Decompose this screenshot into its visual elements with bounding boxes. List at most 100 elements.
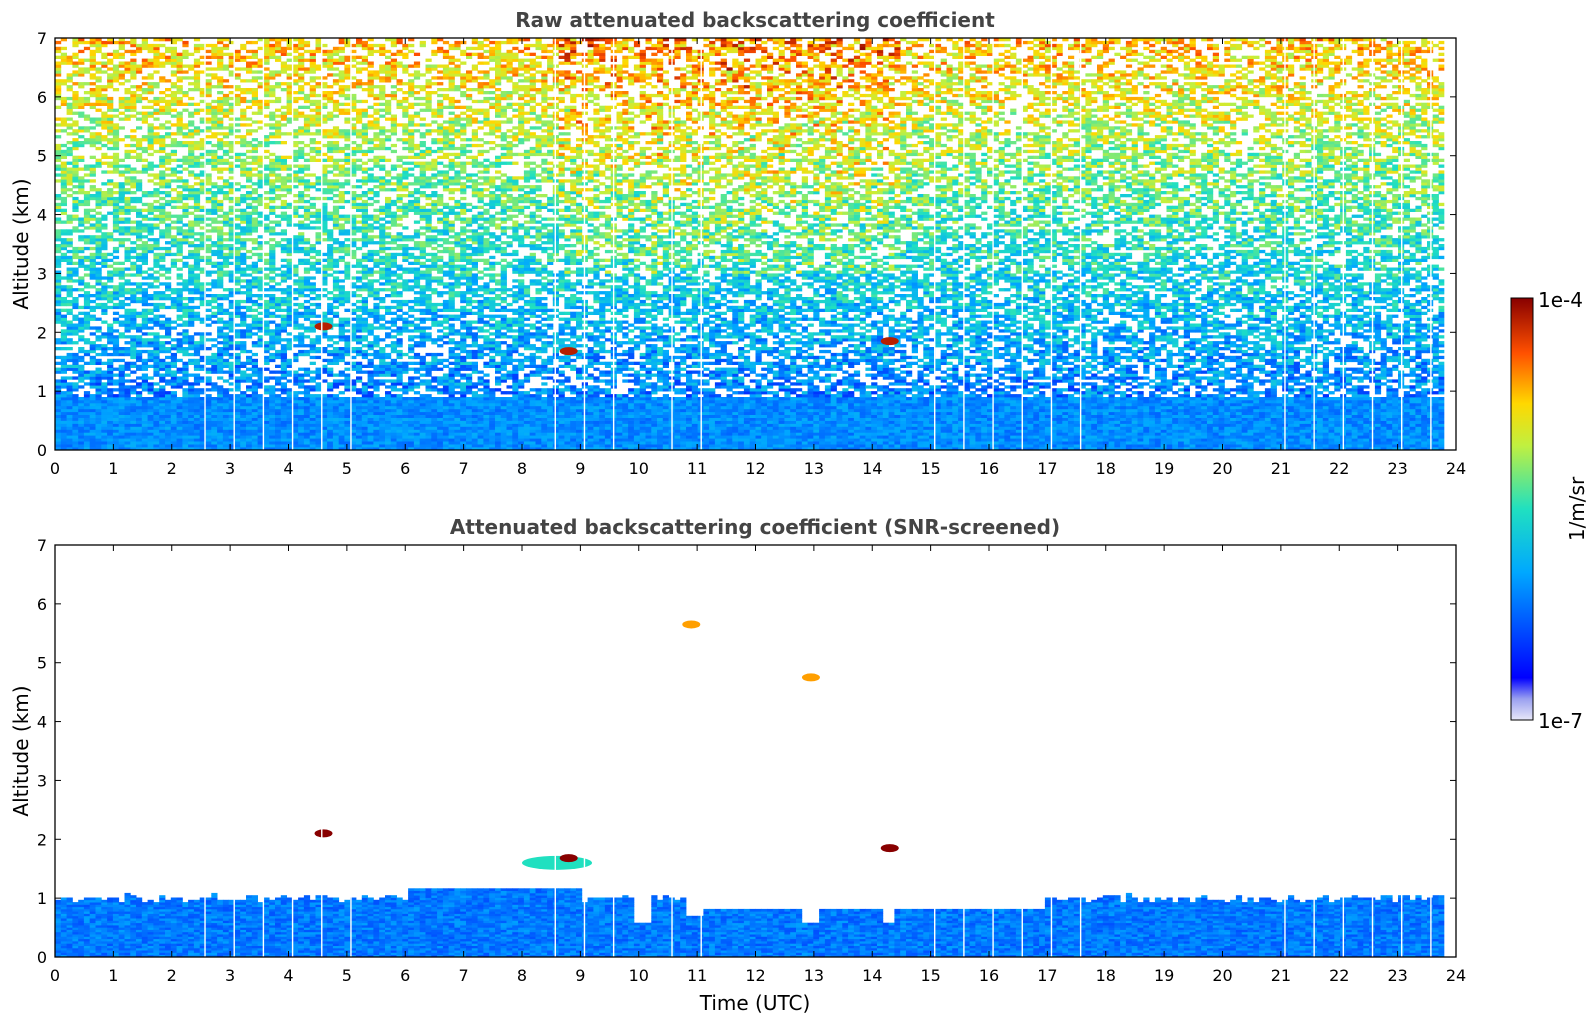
heat-cell — [339, 150, 345, 153]
heat-cell — [211, 321, 217, 324]
heat-cell — [235, 291, 241, 294]
heat-cell — [333, 147, 339, 150]
heat-cell — [130, 226, 136, 229]
heat-cell — [263, 44, 269, 47]
heat-cell — [194, 126, 200, 129]
heat-cell — [125, 182, 131, 185]
heat-cell — [67, 76, 73, 79]
heat-cell — [153, 441, 159, 444]
heat-cell — [125, 226, 131, 229]
heat-cell — [217, 273, 223, 276]
heat-cell — [206, 79, 212, 82]
heat-cell — [304, 179, 310, 182]
heat-cell — [223, 362, 229, 365]
heat-cell — [182, 162, 188, 165]
heat-cell — [84, 268, 90, 271]
heat-cell — [235, 306, 241, 309]
heat-cell — [188, 235, 194, 238]
heat-cell — [96, 276, 102, 279]
heat-cell — [84, 273, 90, 276]
heat-cell — [235, 379, 241, 382]
heat-cell — [153, 353, 159, 356]
heat-cell — [281, 315, 287, 318]
heat-cell — [275, 394, 281, 397]
heat-cell — [327, 159, 333, 162]
heat-cell — [223, 335, 229, 338]
heat-cell — [107, 62, 113, 65]
heat-cell — [182, 347, 188, 350]
heat-cell — [223, 100, 229, 103]
heat-cell — [84, 226, 90, 229]
heat-cell — [113, 165, 119, 168]
heat-cell — [130, 209, 136, 212]
heat-cell — [223, 324, 229, 327]
heat-cell — [107, 259, 113, 262]
heat-cell — [356, 276, 362, 279]
heat-cell — [310, 250, 316, 253]
heat-cell — [246, 150, 252, 153]
heat-cell — [119, 282, 125, 285]
heat-cell — [356, 112, 362, 115]
heat-cell — [148, 76, 154, 79]
heat-cell — [72, 168, 78, 171]
heat-cell — [362, 318, 368, 321]
heat-cell — [136, 70, 142, 73]
heat-cell — [130, 338, 136, 341]
heat-cell — [298, 444, 304, 447]
heat-cell — [67, 85, 73, 88]
heat-cell — [339, 223, 345, 226]
heat-cell — [235, 200, 241, 203]
heat-cell — [96, 397, 102, 400]
heat-cell — [206, 212, 212, 215]
heat-cell — [148, 247, 154, 250]
heat-cell — [327, 406, 333, 409]
heat-cell — [344, 179, 350, 182]
heat-cell — [304, 306, 310, 309]
heat-cell — [119, 365, 125, 368]
heat-cell — [177, 88, 183, 91]
heat-cell — [310, 409, 316, 412]
heat-cell — [211, 435, 217, 438]
heat-cell — [304, 173, 310, 176]
heat-cell — [90, 385, 96, 388]
heat-cell — [96, 206, 102, 209]
heat-cell — [344, 385, 350, 388]
heat-cell — [125, 427, 131, 430]
heat-cell — [72, 170, 78, 173]
heat-cell — [211, 415, 217, 418]
heat-cell — [153, 362, 159, 365]
heat-cell — [206, 409, 212, 412]
heat-cell — [235, 424, 241, 427]
heat-cell — [252, 438, 258, 441]
heat-cell — [153, 244, 159, 247]
heat-cell — [159, 56, 165, 59]
heat-cell — [287, 53, 293, 56]
heat-cell — [67, 385, 73, 388]
heat-cell — [223, 406, 229, 409]
heat-cell — [333, 312, 339, 315]
heat-cell — [72, 62, 78, 65]
heat-cell — [90, 106, 96, 109]
heat-cell — [206, 176, 212, 179]
heat-cell — [55, 444, 61, 447]
heat-cell — [246, 185, 252, 188]
heat-cell — [142, 359, 148, 362]
heat-cell — [310, 282, 316, 285]
heat-cell — [67, 421, 73, 424]
heat-cell — [310, 59, 316, 62]
heat-cell — [182, 282, 188, 285]
heat-cell — [159, 406, 165, 409]
heat-cell — [96, 135, 102, 138]
heat-cell — [281, 356, 287, 359]
heat-cell — [194, 438, 200, 441]
heat-cell — [246, 300, 252, 303]
heat-cell — [165, 59, 171, 62]
heat-cell — [90, 418, 96, 421]
heat-cell — [194, 359, 200, 362]
heat-cell — [327, 94, 333, 97]
heat-cell — [107, 329, 113, 332]
heat-cell — [344, 218, 350, 221]
heat-cell — [339, 194, 345, 197]
heat-cell — [130, 91, 136, 94]
heat-cell — [240, 241, 246, 244]
